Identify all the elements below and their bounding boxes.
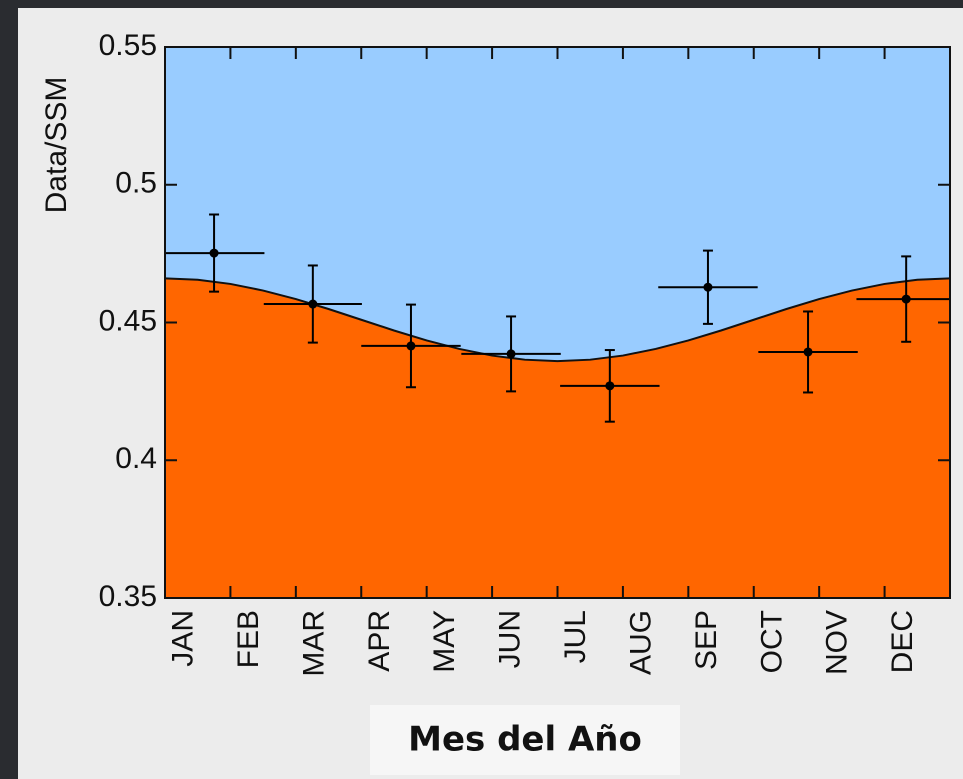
data-point (804, 347, 813, 356)
x-tick-label: SEP (690, 610, 723, 670)
data-point (210, 249, 219, 258)
x-tick-label: MAY (428, 610, 461, 673)
page: {"chart_data": { "type": "errorbar", "y_… (0, 0, 963, 779)
x-axis-label: Mes del Año (408, 720, 642, 760)
x-tick-label: FEB (232, 610, 265, 668)
chart: Mes del Año Data/SSM 0.35 0.4 0.45 0.5 0.55 J… (0, 0, 963, 779)
y-tick-label: 0.5 (115, 167, 157, 200)
data-point (902, 295, 911, 304)
x-tick-label: JUL (559, 610, 592, 663)
y-axis-label: Data/SSM (40, 77, 73, 214)
data-point (703, 283, 712, 292)
y-tick-label: 0.55 (99, 29, 157, 62)
y-tick-label: 0.35 (99, 580, 157, 613)
y-tick-label: 0.4 (115, 442, 157, 475)
data-point (406, 341, 415, 350)
x-tick-label: OCT (755, 610, 788, 673)
data-point (605, 381, 614, 390)
data-point (507, 349, 516, 358)
x-tick-label: DEC (886, 610, 919, 673)
x-tick-label: NOV (821, 610, 854, 675)
x-tick-label: JUN (494, 610, 527, 668)
x-tick-label: AUG (624, 610, 657, 675)
data-point (308, 300, 317, 309)
x-tick-label: JAN (167, 610, 200, 667)
x-tick-label: APR (363, 610, 396, 672)
y-tick-label: 0.45 (99, 304, 157, 337)
x-tick-label: MAR (297, 610, 330, 677)
